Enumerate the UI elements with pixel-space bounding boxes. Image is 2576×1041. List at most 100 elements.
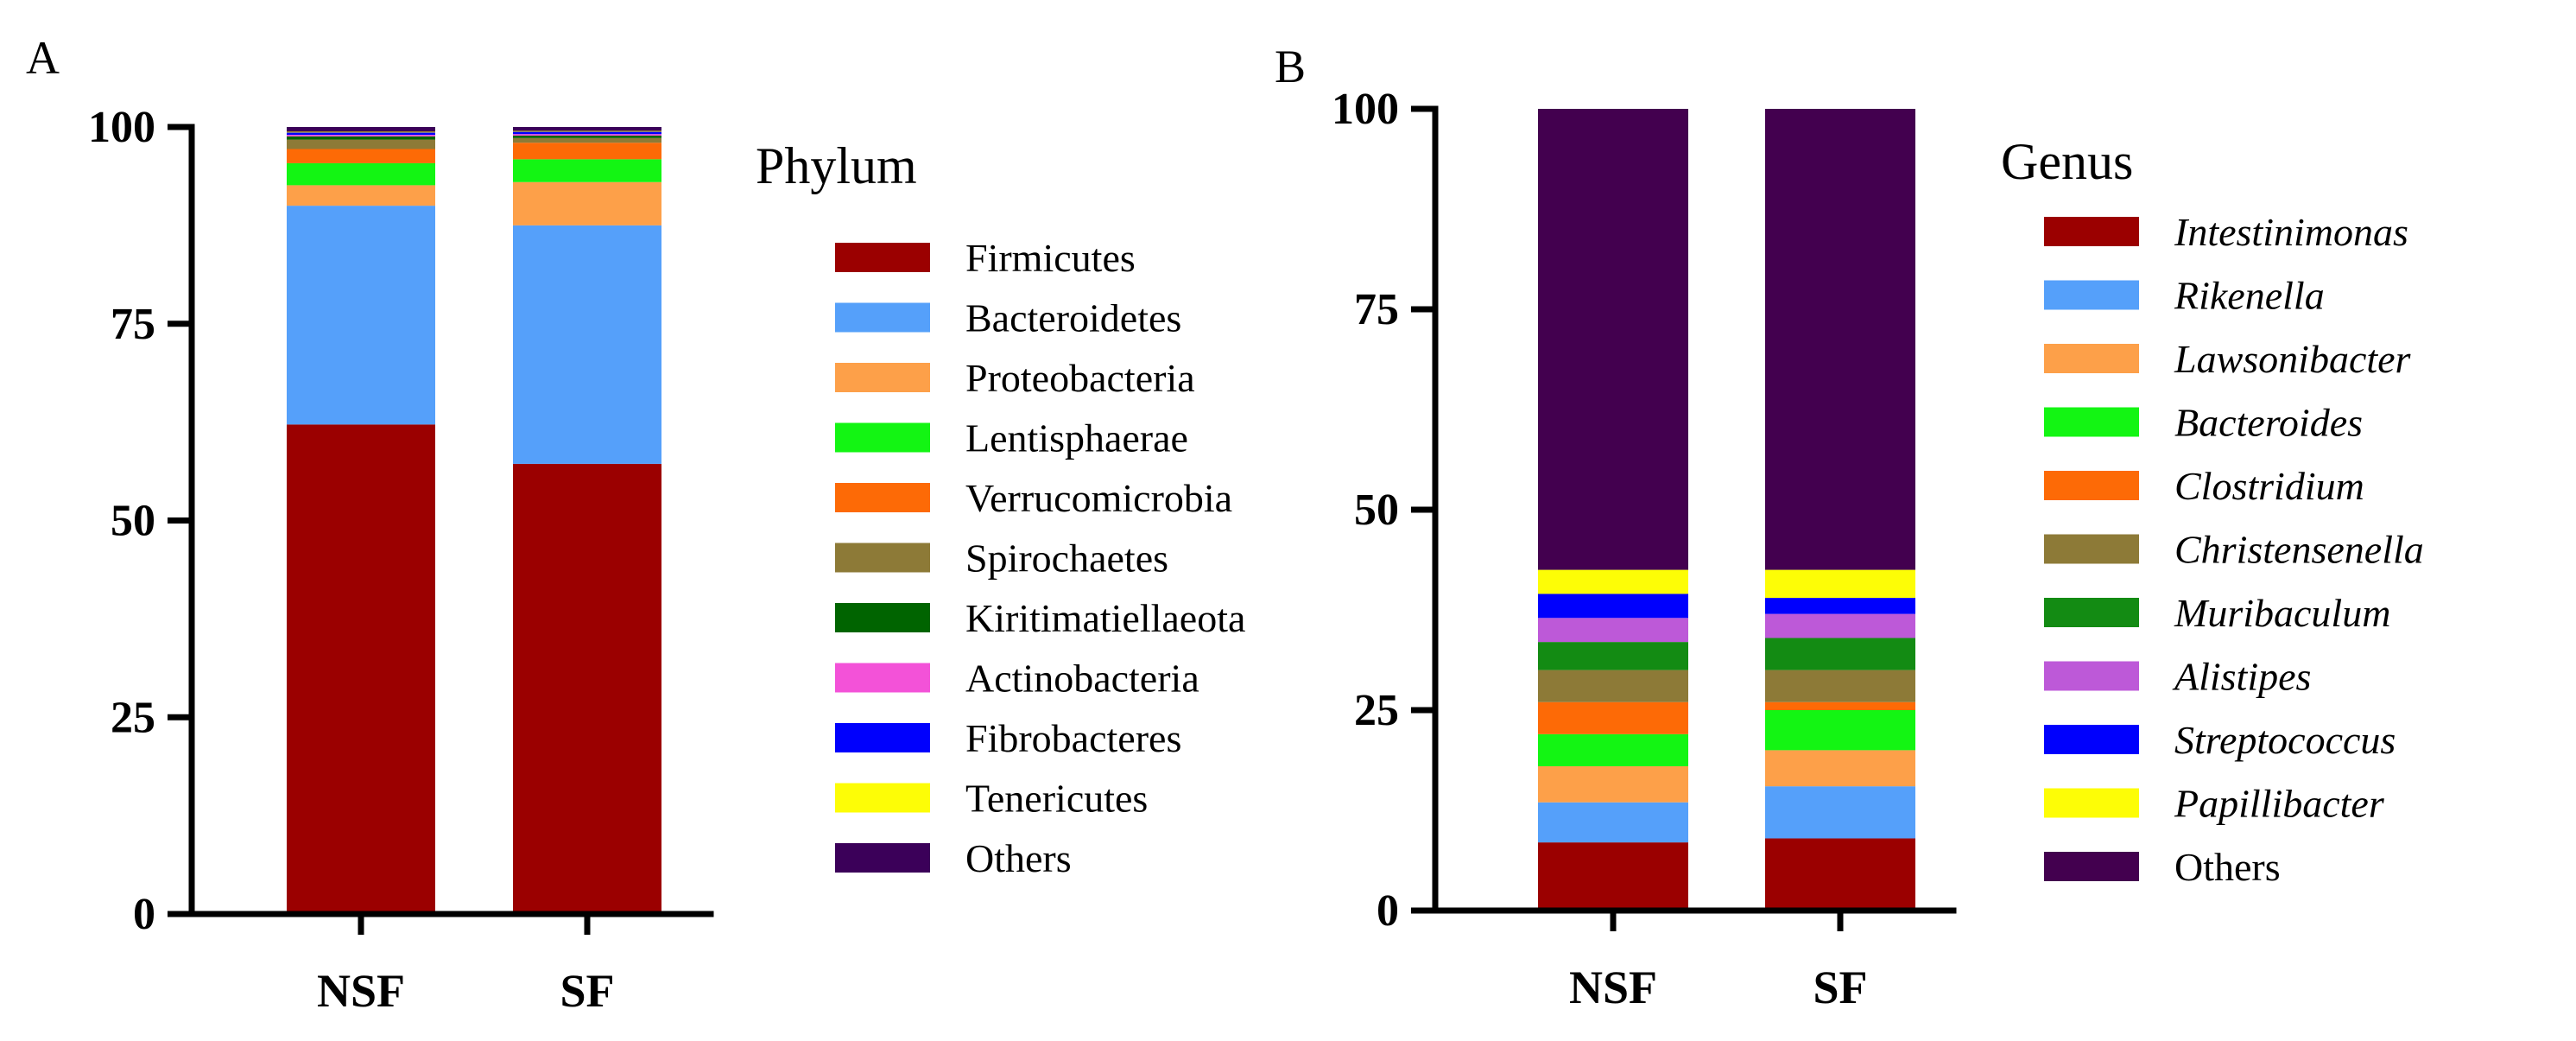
panel-a-bar-sf-bacteroidetes bbox=[513, 225, 661, 464]
panel-b-legend-swatch bbox=[2044, 598, 2139, 627]
panel-b-genus-chart: B 0 25 50 75 100 NSF SF Genus Intestinimonas R… bbox=[1275, 41, 2424, 1013]
panel-b-legend-swatch bbox=[2044, 725, 2139, 754]
panel-b-x-ticks: NSF SF bbox=[1569, 911, 1868, 1013]
panel-a-bars bbox=[287, 127, 661, 914]
panel-b-legend-swatch bbox=[2044, 788, 2139, 818]
panel-a-legend-label: Others bbox=[965, 836, 1072, 880]
panel-a-legend-swatch bbox=[835, 302, 930, 333]
panel-a-bar-nsf-proteobacteria bbox=[287, 185, 435, 206]
panel-b-bar-sf-streptococcus bbox=[1765, 598, 1915, 614]
panel-b-y-tick-label: 0 bbox=[1377, 886, 1399, 936]
panel-a-legend-swatch bbox=[835, 723, 930, 752]
panel-a-legend-label: Spirochaetes bbox=[965, 536, 1168, 581]
panel-a-legend-label: Lentisphaerae bbox=[965, 416, 1188, 460]
panel-b-bar-nsf-christensenella bbox=[1538, 670, 1688, 702]
panel-b-bar-sf-muribaculum bbox=[1765, 638, 1915, 670]
panel-b-legend-label: Streptococcus bbox=[2174, 718, 2396, 762]
panel-b-bar-sf-papillibacter bbox=[1765, 569, 1915, 599]
panel-b-bar-nsf-others bbox=[1538, 109, 1688, 570]
panel-a-legend-swatch bbox=[835, 783, 930, 813]
panel-a-legend-label: Verrucomicrobia bbox=[965, 476, 1232, 520]
panel-a-bar-nsf-kiritimatiellaeota bbox=[287, 136, 435, 140]
panel-a-y-ticks: 0 25 50 75 100 bbox=[88, 103, 192, 939]
panel-a-legend-swatch bbox=[835, 243, 930, 272]
panel-b-legend-swatch bbox=[2044, 661, 2139, 691]
panel-b-legend-label: Clostridium bbox=[2174, 464, 2364, 508]
panel-b-legend-label: Alistipes bbox=[2172, 655, 2311, 699]
panel-b-legend-label: Lawsonibacter bbox=[2174, 337, 2412, 381]
panel-b-bar-sf-alistipes bbox=[1765, 613, 1915, 638]
panel-a-bar-sf-kiritimatiellaeota bbox=[513, 136, 661, 138]
panel-a-legend-label: Fibrobacteres bbox=[965, 716, 1181, 760]
panel-b-y-tick-label: 75 bbox=[1354, 285, 1399, 334]
panel-b-category-label: NSF bbox=[1569, 962, 1657, 1013]
panel-b-legend-label: Papillibacter bbox=[2174, 782, 2385, 826]
panel-b-bar-sf-rikenella bbox=[1765, 786, 1915, 839]
panel-a-bar-nsf-bacteroidetes bbox=[287, 206, 435, 425]
panel-a-legend-swatch bbox=[835, 543, 930, 573]
panel-a-y-tick-label: 100 bbox=[88, 103, 155, 152]
panel-b-bar-sf-lawsonibacter bbox=[1765, 750, 1915, 787]
panel-b-bar-sf-christensenella bbox=[1765, 670, 1915, 702]
panel-b-legend-swatch bbox=[2044, 471, 2139, 500]
panel-b-bar-nsf-rikenella bbox=[1538, 802, 1688, 843]
panel-b-legend-label: Bacteroides bbox=[2174, 401, 2363, 445]
panel-b-y-tick-label: 100 bbox=[1332, 85, 1399, 134]
panel-a-bar-sf-others bbox=[513, 127, 661, 131]
panel-b-bars bbox=[1538, 109, 1915, 911]
panel-b-bar-nsf-lawsonibacter bbox=[1538, 765, 1688, 803]
panel-a-bar-nsf-others bbox=[287, 127, 435, 132]
panel-b-legend-title: Genus bbox=[2001, 133, 2133, 190]
panel-b-y-tick-label: 50 bbox=[1354, 486, 1399, 535]
panel-b-legend-swatch bbox=[2044, 217, 2139, 246]
panel-a-legend-label: Bacteroidetes bbox=[965, 296, 1181, 340]
panel-a-x-ticks: NSF SF bbox=[317, 914, 615, 1017]
panel-a-letter: A bbox=[26, 32, 60, 84]
panel-a-legend-swatch bbox=[835, 603, 930, 632]
panel-b-legend-swatch bbox=[2044, 534, 2139, 564]
panel-b-bar-nsf-papillibacter bbox=[1538, 569, 1688, 594]
panel-a-bar-sf-verrucomicrobia bbox=[513, 143, 661, 160]
panel-a-y-tick-label: 75 bbox=[111, 300, 155, 349]
panel-b-legend-label: Rikenella bbox=[2174, 274, 2325, 318]
panel-b-bar-nsf-muribaculum bbox=[1538, 642, 1688, 670]
panel-b-legend: Intestinimonas Rikenella Lawsonibacter Bact… bbox=[2044, 210, 2424, 889]
panel-a-bar-sf-fibrobacteres bbox=[513, 131, 661, 135]
panel-a-bar-nsf-lentisphaerae bbox=[287, 162, 435, 186]
panel-a-bar-sf-tenericutes bbox=[513, 130, 661, 132]
panel-b-y-tick-label: 25 bbox=[1354, 686, 1399, 735]
panel-b-bar-nsf-bacteroides bbox=[1538, 733, 1688, 766]
panel-a-legend-title: Phylum bbox=[756, 137, 917, 194]
panel-b-legend-swatch bbox=[2044, 280, 2139, 310]
panel-b-bar-nsf-streptococcus bbox=[1538, 593, 1688, 619]
panel-b-legend-swatch bbox=[2044, 852, 2139, 881]
panel-a-y-tick-label: 25 bbox=[111, 693, 155, 742]
panel-a-bar-sf-lentisphaerae bbox=[513, 159, 661, 182]
panel-a-bar-sf-spirochaetes bbox=[513, 137, 661, 143]
panel-a-legend-swatch bbox=[835, 422, 930, 453]
panel-a-bar-nsf-fibrobacteres bbox=[287, 132, 435, 136]
panel-b-legend-label: Christensenella bbox=[2174, 528, 2424, 572]
panel-b-bar-sf-intestinimonas bbox=[1765, 838, 1915, 911]
panel-a-category-label: NSF bbox=[317, 965, 405, 1017]
panel-a-legend-swatch bbox=[835, 363, 930, 392]
panel-a-legend-label: Tenericutes bbox=[965, 777, 1148, 821]
panel-b-bar-sf-clostridium bbox=[1765, 701, 1915, 710]
panel-b-legend-label: Others bbox=[2174, 845, 2281, 889]
panel-a-phylum-chart: A 0 25 50 75 100 NSF SF Phylum Firmicutes Bact… bbox=[26, 32, 1245, 1017]
panel-b-bar-nsf-clostridium bbox=[1538, 701, 1688, 734]
panel-a-legend-label: Proteobacteria bbox=[965, 356, 1195, 400]
panel-a-category-label: SF bbox=[560, 965, 614, 1017]
panel-a-legend-swatch bbox=[835, 843, 930, 873]
panel-b-bar-sf-bacteroides bbox=[1765, 710, 1915, 751]
panel-a-legend-label: Actinobacteria bbox=[965, 657, 1199, 701]
panel-b-legend-swatch bbox=[2044, 407, 2139, 437]
panel-a-bar-sf-proteobacteria bbox=[513, 181, 661, 225]
panel-a-bar-nsf-verrucomicrobia bbox=[287, 149, 435, 163]
panel-a-bar-sf-firmicutes bbox=[513, 463, 661, 914]
panel-b-bar-sf-others bbox=[1765, 109, 1915, 570]
panel-a-legend: Firmicutes Bacteroidetes Proteobacteria Len… bbox=[835, 236, 1245, 880]
panel-b-letter: B bbox=[1275, 41, 1306, 92]
panel-a-bar-nsf-spirochaetes bbox=[287, 139, 435, 149]
